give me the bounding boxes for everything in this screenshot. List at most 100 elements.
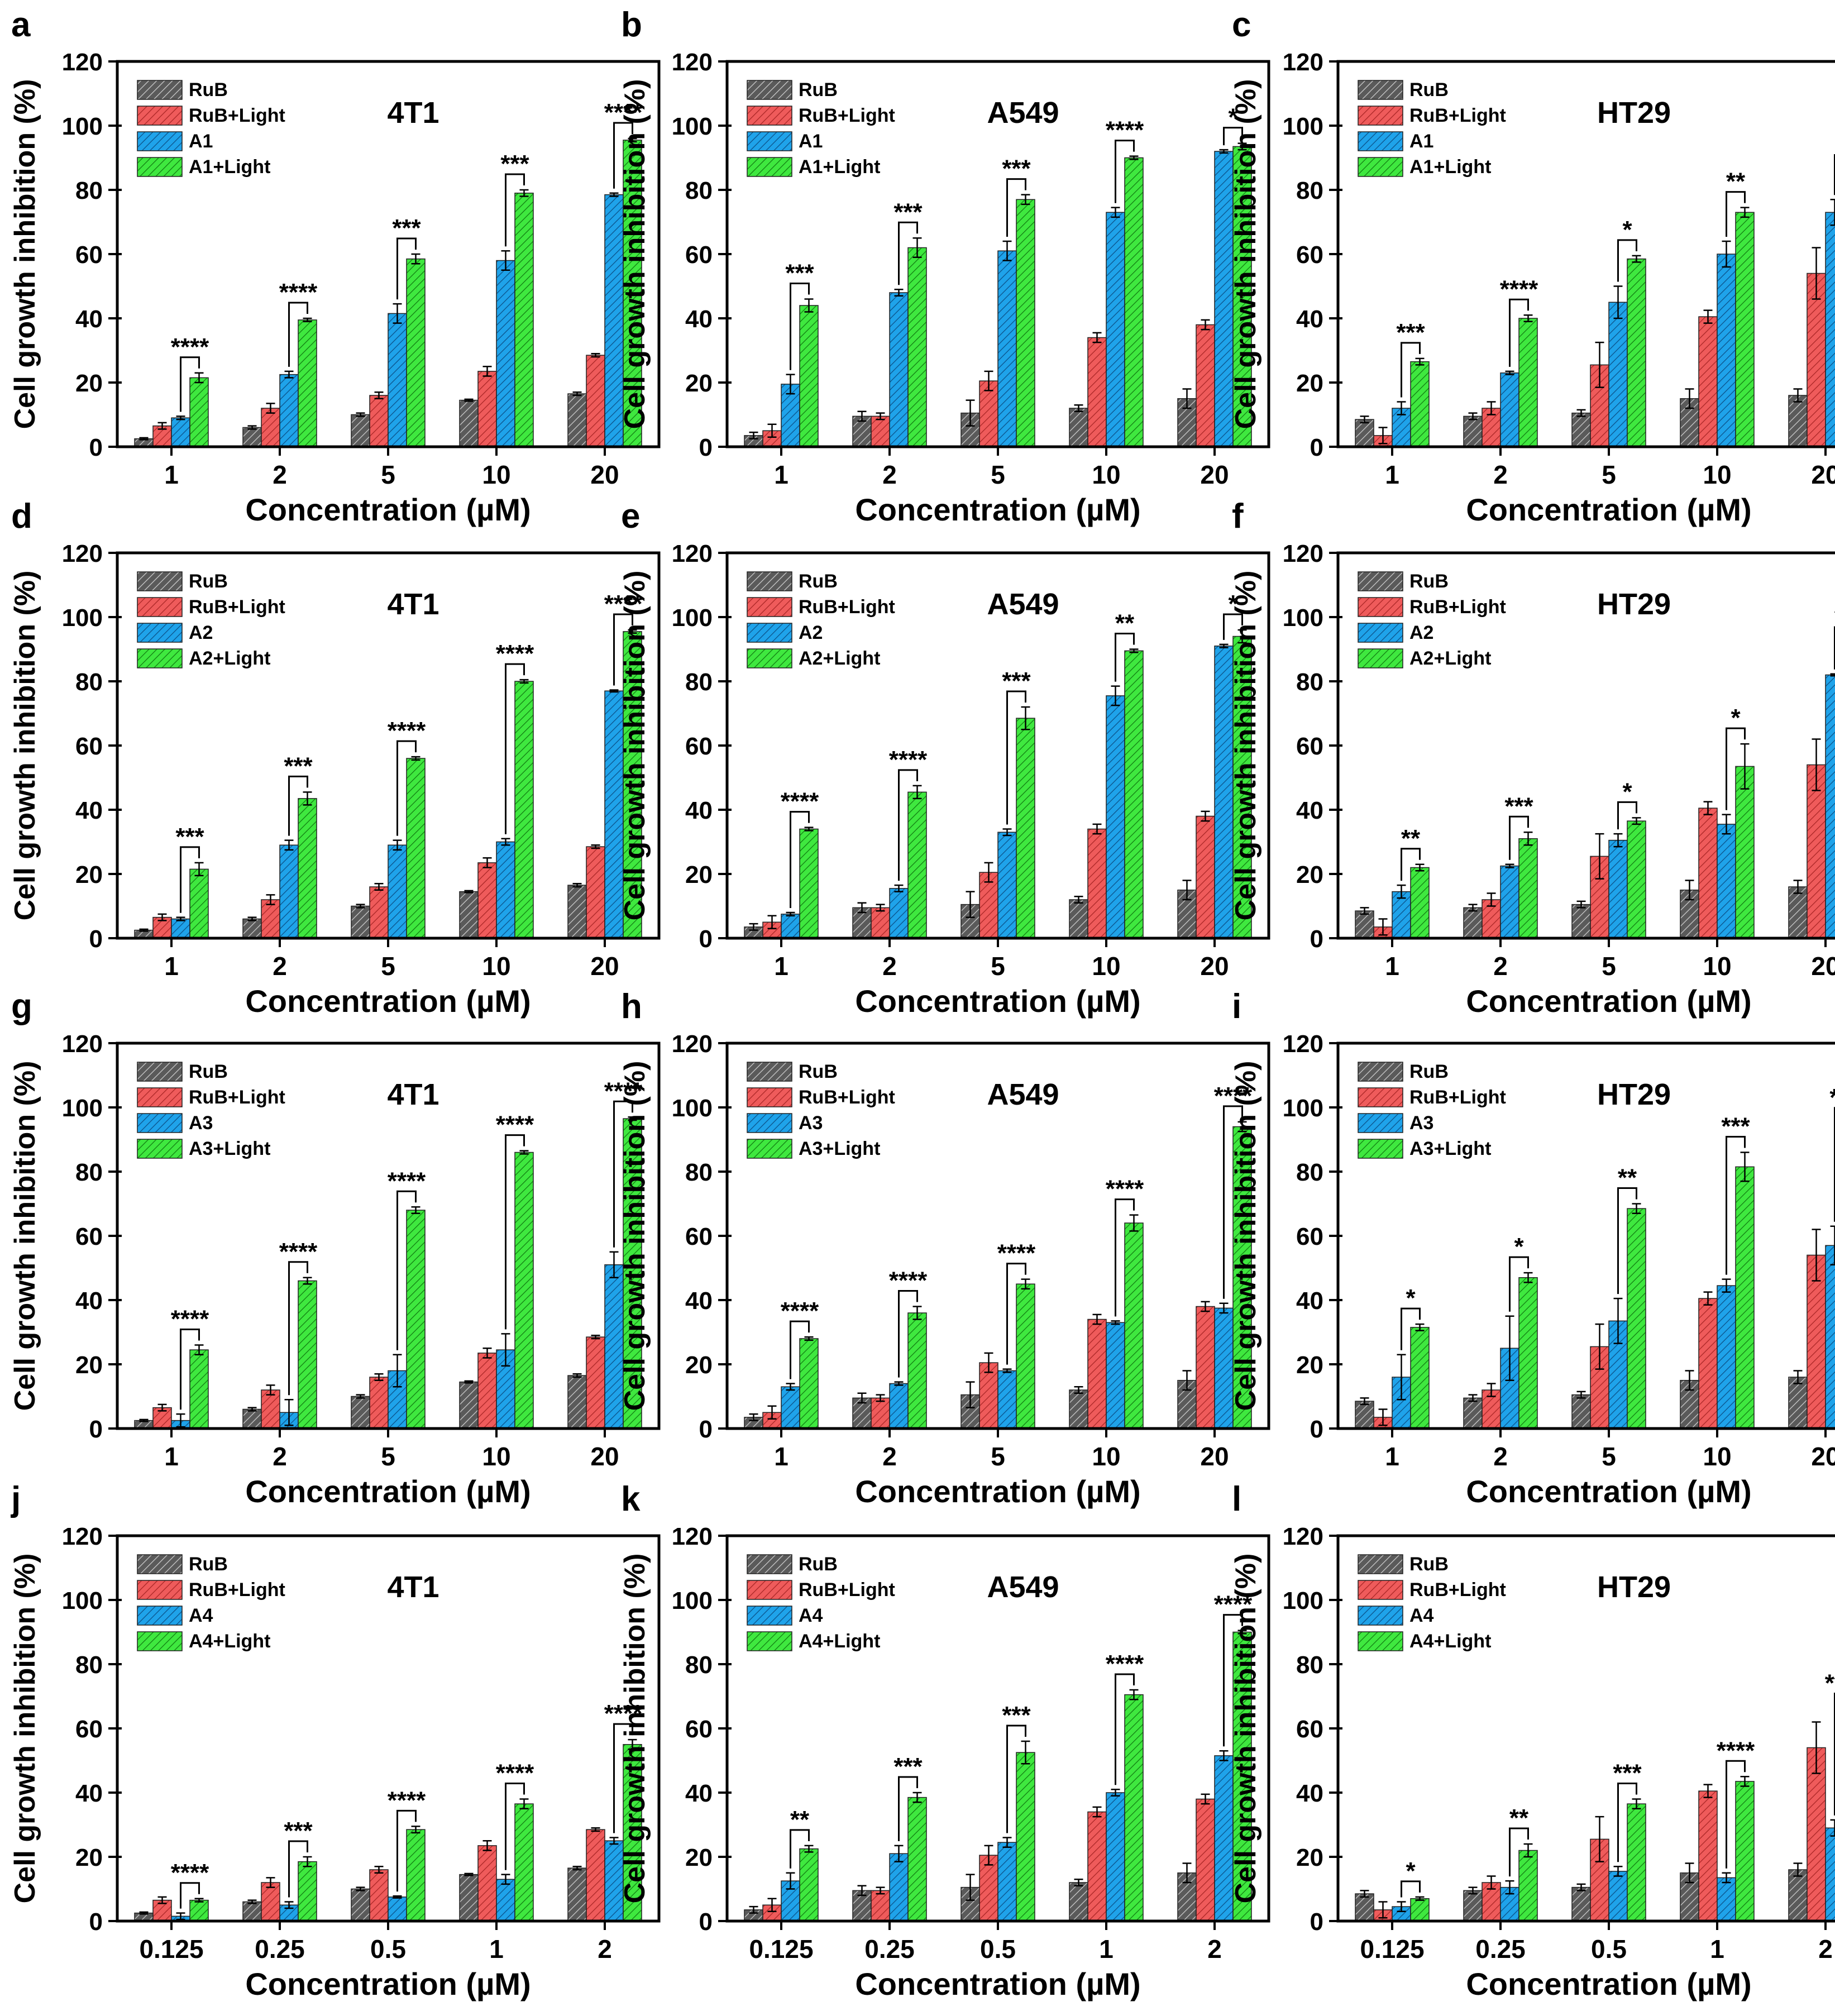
bar-a1-light xyxy=(1627,259,1646,447)
bar-rub-light xyxy=(586,1829,605,1921)
significance-label: **** xyxy=(997,1240,1036,1267)
x-tick-label: 10 xyxy=(1703,1442,1731,1471)
bar-a4-light xyxy=(515,1804,533,1921)
bar-rub xyxy=(1355,911,1374,938)
legend-swatch xyxy=(1358,80,1403,99)
chart-title: HT29 xyxy=(1597,587,1671,621)
bar-a1 xyxy=(388,313,407,447)
x-tick-label: 2 xyxy=(598,1934,612,1964)
legend-swatch xyxy=(137,1088,182,1107)
x-tick-label: 10 xyxy=(1092,1442,1120,1471)
bar-rub-light xyxy=(370,1377,388,1429)
y-tick-label: 40 xyxy=(1296,1287,1323,1315)
legend-label: RuB+Light xyxy=(1409,596,1506,618)
y-tick-label: 20 xyxy=(1296,1351,1323,1379)
bar-rub xyxy=(351,906,370,939)
significance-label: *** xyxy=(893,198,923,226)
bar-rub xyxy=(1789,887,1807,938)
bar-rub xyxy=(568,885,586,938)
y-tick-label: 40 xyxy=(75,1780,103,1807)
legend-swatch xyxy=(137,1062,182,1081)
legend-label: A3 xyxy=(1409,1112,1433,1134)
legend-swatch xyxy=(1358,157,1403,176)
x-tick-label: 1 xyxy=(774,1442,789,1471)
legend-label: RuB+Light xyxy=(1409,105,1506,126)
x-tick-label: 10 xyxy=(482,952,510,981)
y-tick-label: 40 xyxy=(685,797,713,824)
bar-a1-light xyxy=(908,248,926,447)
bar-rub xyxy=(568,1375,586,1429)
bar-rub xyxy=(460,400,478,447)
significance-label: *** xyxy=(1504,792,1533,820)
significance-label: ** xyxy=(1726,168,1746,195)
y-tick-label: 120 xyxy=(672,1030,713,1058)
bar-rub-light xyxy=(261,900,280,938)
legend-swatch xyxy=(1358,1088,1403,1107)
chart-title: 4T1 xyxy=(387,1078,439,1111)
legend-swatch xyxy=(1358,1580,1403,1599)
y-tick-label: 20 xyxy=(75,861,103,888)
bar-a2 xyxy=(496,842,515,939)
legend-swatch xyxy=(747,1088,792,1107)
y-tick-label: 100 xyxy=(1283,1587,1323,1614)
bar-rub-light xyxy=(1088,1812,1106,1922)
bar-a1 xyxy=(998,251,1016,447)
legend-label: A2 xyxy=(799,622,823,643)
legend-swatch xyxy=(137,157,182,176)
x-tick-label: 5 xyxy=(1602,460,1616,489)
panel-letter: a xyxy=(11,6,31,44)
y-tick-label: 60 xyxy=(75,241,103,269)
y-tick-label: 100 xyxy=(672,113,713,140)
legend-label: A4 xyxy=(1409,1605,1434,1626)
x-tick-label: 0.5 xyxy=(370,1934,406,1964)
bar-a1-light xyxy=(515,193,533,447)
y-tick-label: 0 xyxy=(1310,1416,1323,1443)
x-tick-label: 1 xyxy=(774,952,789,981)
y-tick-label: 20 xyxy=(685,861,713,888)
legend-label: RuB+Light xyxy=(1409,1579,1506,1601)
bar-a3-light xyxy=(1627,1208,1646,1429)
x-tick-label: 10 xyxy=(1703,460,1731,489)
y-tick-label: 80 xyxy=(685,1159,713,1186)
bar-a3-light xyxy=(1016,1284,1035,1429)
legend-swatch xyxy=(747,1114,792,1133)
legend-swatch xyxy=(1358,1632,1403,1651)
panel-letter: e xyxy=(621,497,640,536)
bar-a3 xyxy=(1826,1245,1835,1429)
bar-rub-light xyxy=(261,1390,280,1429)
y-axis-label: Cell growth inhibition (%) xyxy=(619,571,651,921)
significance-label: **** xyxy=(279,279,318,306)
x-tick-label: 0.25 xyxy=(255,1934,305,1964)
bar-a3 xyxy=(890,1384,908,1429)
legend-label: A3 xyxy=(799,1112,823,1134)
legend-label: RuB xyxy=(1409,571,1449,592)
y-axis-label: Cell growth inhibition (%) xyxy=(1230,571,1262,921)
y-tick-label: 80 xyxy=(75,1651,103,1679)
significance-label: **** xyxy=(496,1111,534,1139)
bar-rub-light xyxy=(871,1890,890,1921)
legend-label: RuB+Light xyxy=(799,1579,895,1601)
significance-label: *** xyxy=(500,150,529,178)
y-tick-label: 20 xyxy=(685,1844,713,1871)
y-tick-label: 0 xyxy=(89,1908,103,1936)
bar-rub-light xyxy=(1699,1791,1717,1921)
bar-rub xyxy=(1572,413,1590,447)
legend-label: A2 xyxy=(189,622,213,643)
bar-a2-light xyxy=(515,681,533,938)
legend-label: A2+Light xyxy=(1409,648,1491,669)
bar-a2-light xyxy=(407,758,425,938)
legend-label: RuB+Light xyxy=(799,596,895,618)
x-axis-label: Concentration (µM) xyxy=(1466,492,1751,527)
legend-label: A4+Light xyxy=(799,1631,880,1652)
legend-label: RuB+Light xyxy=(1409,1087,1506,1108)
chart-title: 4T1 xyxy=(387,1570,439,1604)
chart-title: HT29 xyxy=(1597,1570,1671,1604)
significance-label: *** xyxy=(1613,1760,1642,1787)
x-axis-label: Concentration (µM) xyxy=(855,1966,1140,2001)
x-tick-label: 10 xyxy=(1092,952,1120,981)
bar-a2-light xyxy=(190,869,208,938)
